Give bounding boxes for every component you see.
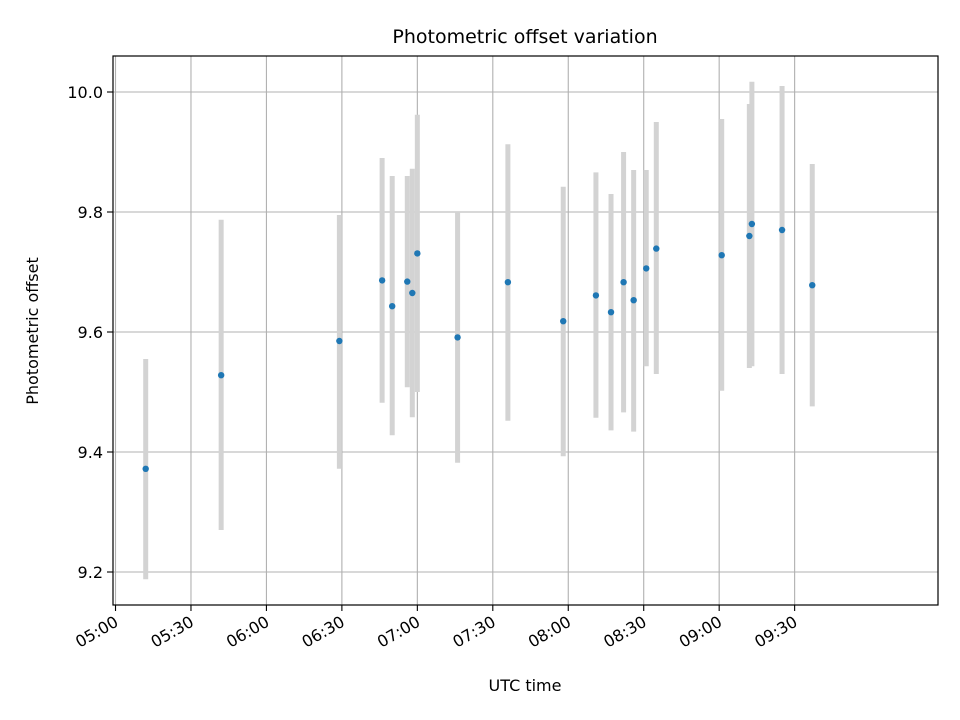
y-tick-label: 10.0 xyxy=(67,83,103,102)
data-point xyxy=(378,277,386,284)
plot-area xyxy=(113,56,938,605)
data-point xyxy=(630,297,637,304)
data-point xyxy=(454,334,461,341)
data-point xyxy=(336,337,343,345)
data-point xyxy=(607,309,615,316)
data-point xyxy=(718,252,725,259)
data-point xyxy=(748,220,756,228)
y-tick-label: 9.4 xyxy=(78,443,103,462)
data-point xyxy=(778,226,786,234)
data-point xyxy=(414,250,421,257)
data-point xyxy=(504,279,512,286)
y-tick-label: 9.8 xyxy=(78,203,103,222)
data-point xyxy=(409,289,416,297)
data-point xyxy=(592,292,600,299)
data-point xyxy=(620,279,627,286)
data-point xyxy=(388,303,396,310)
data-point xyxy=(404,278,411,285)
data-point xyxy=(560,318,567,325)
y-axis-ticks: 9.2 9.4 9.6 9.8 10.0 xyxy=(67,83,113,582)
data-point xyxy=(746,232,753,240)
y-axis-label: Photometric offset xyxy=(23,257,42,405)
x-axis-label: UTC time xyxy=(489,676,562,695)
data-points xyxy=(142,220,816,472)
data-point xyxy=(809,282,816,289)
data-point xyxy=(643,265,650,272)
y-tick-label: 9.6 xyxy=(78,323,103,342)
y-tick-label: 9.2 xyxy=(78,563,103,582)
data-point xyxy=(653,245,660,252)
plot-frame xyxy=(112,55,939,606)
chart-title: Photometric offset variation xyxy=(392,26,657,48)
data-point xyxy=(217,372,225,379)
data-point xyxy=(142,465,149,472)
